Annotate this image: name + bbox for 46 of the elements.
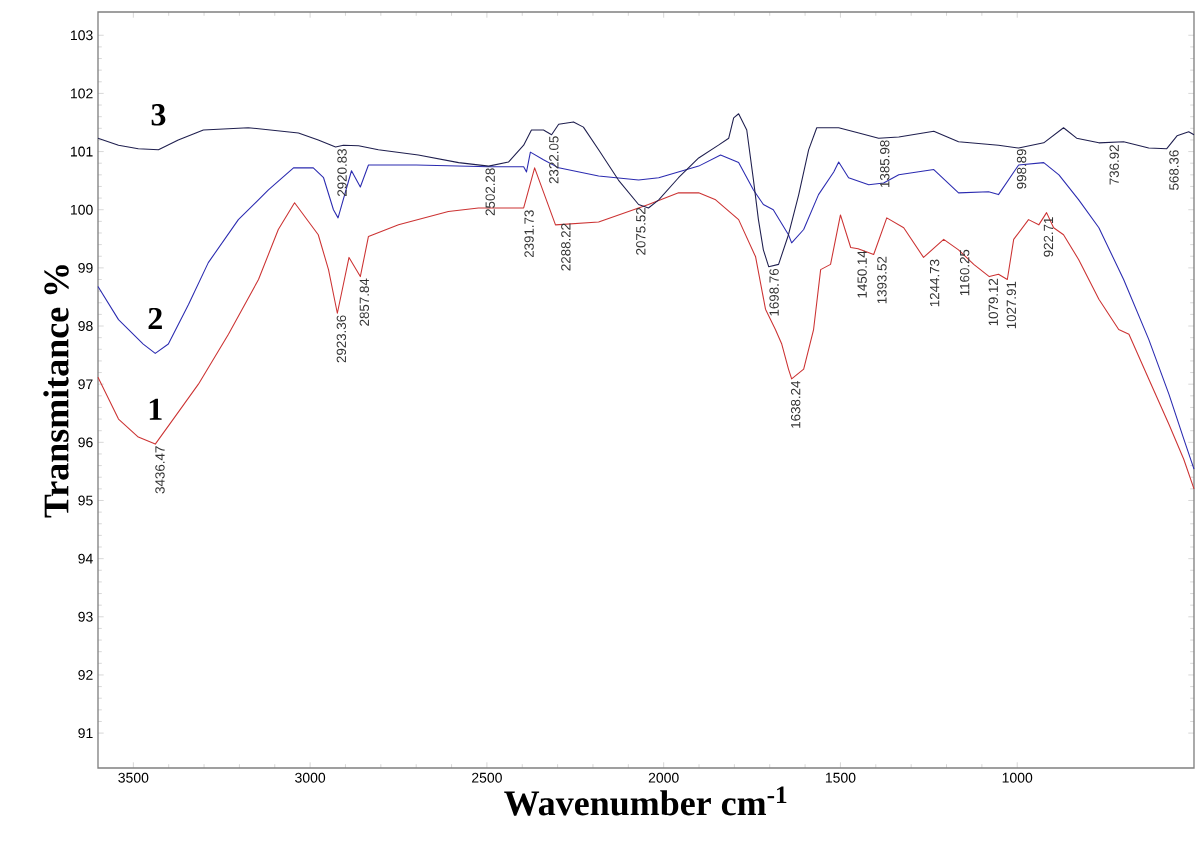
x-tick-label: 1000: [1002, 772, 1033, 783]
x-tick-label: 3500: [118, 772, 149, 783]
y-tick-label: 102: [70, 88, 93, 99]
annotation: 2857.84: [359, 278, 370, 326]
annotation: 1244.73: [929, 259, 940, 307]
x-axis-title: Wavenumber cm$^{-1}$: [504, 786, 787, 816]
annotation: 2075.52: [636, 207, 646, 255]
y-tick-label: 94: [78, 553, 93, 564]
annotation: 2288.22: [561, 223, 571, 271]
y-tick-label: 96: [78, 437, 93, 448]
x-tick-label: 2000: [648, 772, 679, 783]
annotation: 2923.36: [336, 315, 347, 363]
annotation: 1393.52: [877, 256, 887, 304]
annotation: 1385.98: [880, 140, 890, 187]
annotation: 1027.91: [1006, 281, 1017, 329]
annotation: 922.71: [1043, 217, 1054, 257]
y-tick-label: 103: [70, 30, 93, 41]
x-tick-label: 2500: [472, 772, 502, 783]
y-tick-label: 97: [78, 379, 93, 390]
series-label: 2: [148, 307, 162, 330]
annotation: 2322.05: [549, 136, 559, 184]
y-tick-label: 101: [70, 146, 93, 157]
annotation: 2391.73: [524, 210, 534, 258]
y-tick-label: 92: [78, 670, 93, 680]
annotation: 1698.76: [769, 268, 779, 316]
y-tick-label: 99: [78, 262, 93, 273]
y-tick-label: 98: [78, 321, 93, 331]
y-tick-label: 93: [78, 611, 93, 622]
y-tick-label: 100: [70, 204, 93, 215]
annotation: 1638.24: [790, 380, 801, 428]
y-tick-label: 95: [78, 495, 93, 506]
y-tick-label: 91: [78, 728, 93, 739]
y-axis-title: Transmitance %: [43, 265, 69, 518]
annotation: 568.36: [1169, 150, 1179, 190]
series-label: 1: [149, 398, 162, 420]
annotation: 998.89: [1016, 149, 1027, 189]
annotation: 3436.47: [155, 446, 165, 494]
annotation: 2502.28: [485, 168, 495, 216]
annotation: 1450.14: [857, 250, 867, 298]
annotation: 2920.83: [337, 149, 347, 197]
x-tick-label: 3000: [295, 772, 326, 783]
annotation: 1160.25: [959, 249, 970, 296]
annotation: 736.92: [1109, 145, 1119, 185]
series-label: 3: [151, 104, 166, 126]
annotation: 1079.12: [988, 278, 999, 326]
x-tick-label: 1500: [825, 772, 856, 783]
